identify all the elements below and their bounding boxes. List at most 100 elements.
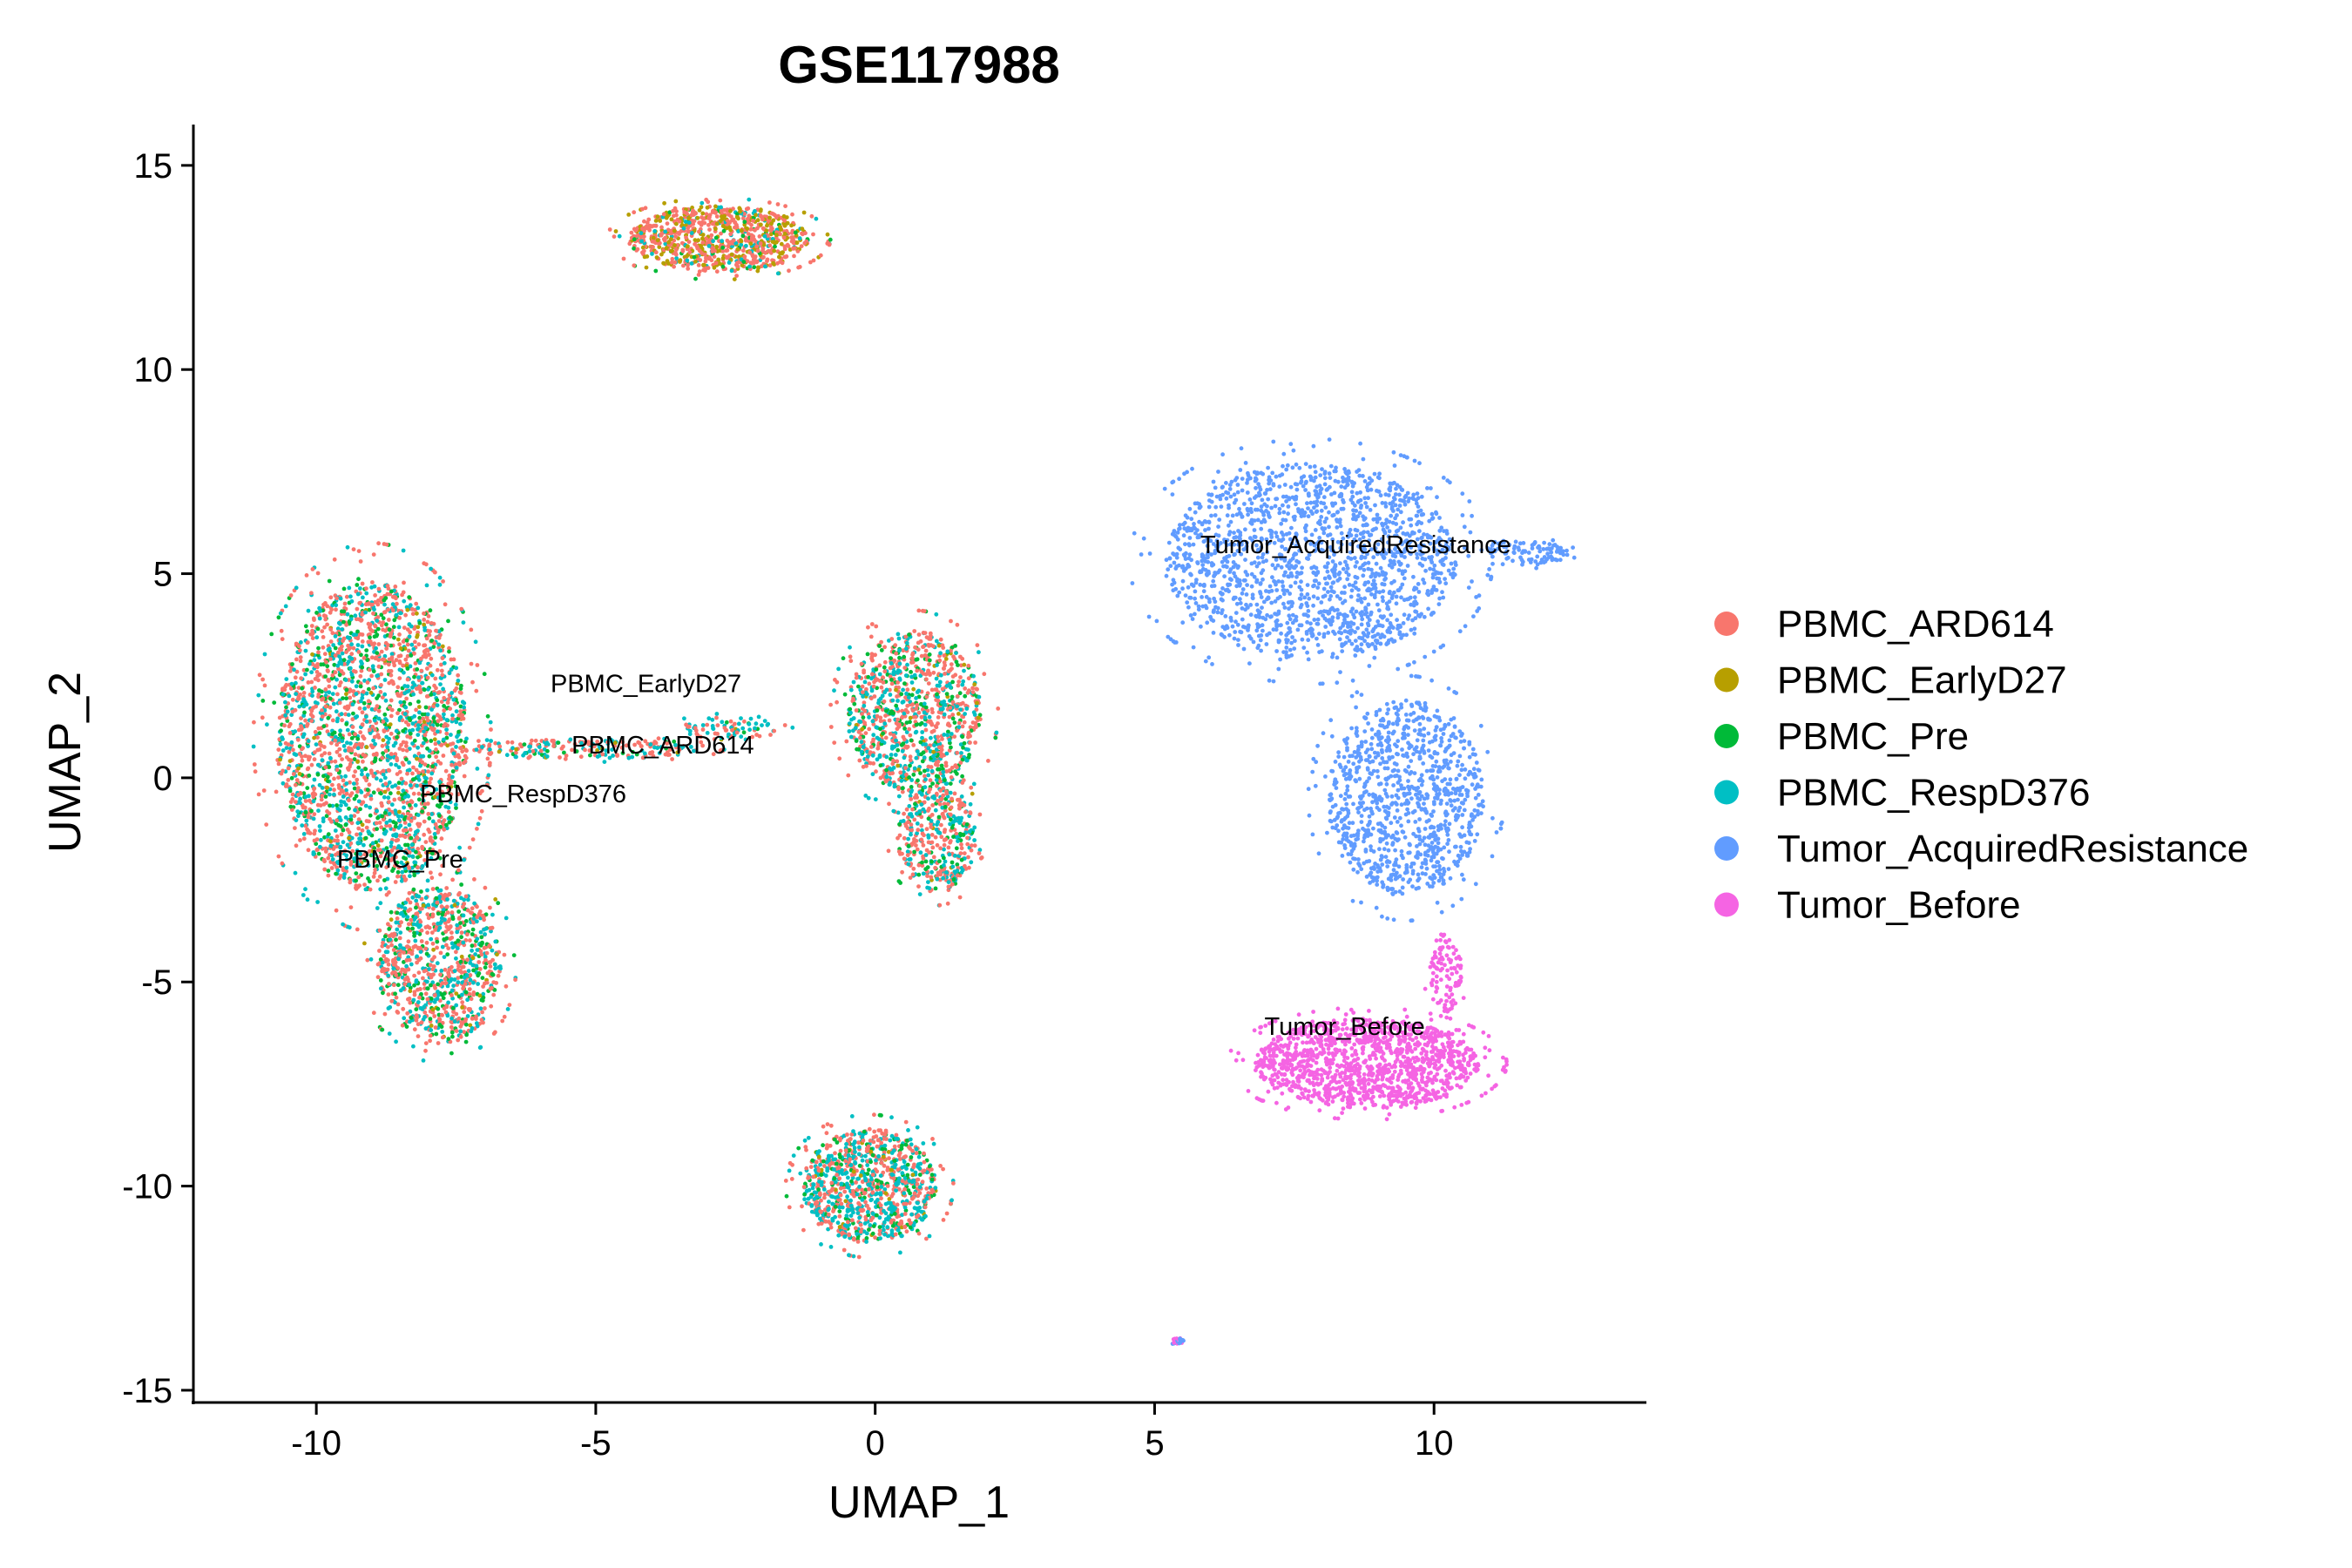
- data-point: [1380, 756, 1385, 760]
- data-point: [1362, 839, 1366, 844]
- data-point: [1437, 596, 1442, 601]
- data-point: [1462, 808, 1467, 813]
- data-point: [392, 663, 397, 668]
- data-point: [1535, 562, 1540, 567]
- data-point: [1368, 881, 1372, 885]
- data-point: [415, 667, 420, 672]
- data-point: [1267, 678, 1272, 683]
- data-point: [1353, 630, 1357, 634]
- data-point: [412, 973, 416, 978]
- data-point: [1378, 493, 1383, 498]
- data-point: [1264, 642, 1269, 646]
- data-point: [673, 234, 678, 239]
- data-point: [960, 724, 965, 729]
- data-point: [792, 253, 796, 259]
- data-point: [429, 771, 435, 776]
- data-point: [406, 648, 411, 653]
- data-point: [1366, 602, 1371, 607]
- data-point: [378, 978, 383, 983]
- data-point: [828, 1245, 834, 1249]
- data-point: [1245, 481, 1249, 485]
- data-point: [1367, 776, 1372, 781]
- data-point: [1227, 487, 1233, 491]
- data-point: [365, 773, 370, 778]
- data-point: [1362, 561, 1368, 566]
- data-point: [293, 675, 298, 680]
- data-point: [837, 1176, 842, 1181]
- data-point: [1414, 749, 1419, 754]
- data-point: [347, 798, 351, 803]
- data-point: [1417, 1084, 1422, 1089]
- data-point: [1168, 564, 1173, 569]
- data-point: [1438, 937, 1443, 943]
- data-point: [900, 1171, 905, 1176]
- data-point: [1359, 1101, 1364, 1105]
- data-point: [1369, 844, 1373, 849]
- data-point: [910, 807, 915, 812]
- data-point: [811, 232, 815, 237]
- data-point: [314, 670, 320, 674]
- data-point: [436, 992, 441, 997]
- data-point: [375, 975, 381, 980]
- data-point: [1357, 635, 1362, 640]
- data-point: [869, 672, 875, 677]
- data-point: [395, 1010, 400, 1014]
- data-point: [837, 1213, 842, 1219]
- data-point: [1409, 796, 1414, 801]
- data-point: [1415, 738, 1420, 743]
- data-point: [1354, 509, 1359, 513]
- data-point: [389, 802, 395, 808]
- data-point: [1463, 624, 1468, 629]
- data-point: [311, 799, 316, 804]
- data-point: [1429, 678, 1434, 683]
- data-point: [264, 822, 269, 827]
- data-point: [970, 791, 975, 796]
- data-point: [1473, 882, 1478, 887]
- data-point: [1274, 649, 1279, 653]
- data-point: [251, 744, 256, 749]
- data-point: [1421, 716, 1426, 720]
- data-point: [451, 697, 456, 702]
- data-point: [1254, 543, 1259, 548]
- data-point: [1335, 615, 1341, 620]
- data-point: [309, 670, 314, 675]
- data-point: [1362, 1072, 1367, 1077]
- data-point: [1356, 810, 1361, 814]
- data-point: [1387, 1112, 1392, 1117]
- data-point: [962, 668, 966, 673]
- data-point: [1349, 588, 1355, 593]
- data-point: [1337, 1079, 1342, 1085]
- data-point: [292, 667, 296, 672]
- data-point: [1432, 563, 1437, 568]
- data-point: [389, 731, 394, 736]
- data-point: [1193, 510, 1198, 515]
- data-point: [931, 855, 936, 860]
- data-point: [312, 757, 317, 762]
- data-point: [1450, 971, 1455, 977]
- data-point: [1410, 884, 1415, 889]
- data-point: [1507, 543, 1512, 547]
- data-point: [1367, 588, 1372, 593]
- data-point: [442, 695, 447, 700]
- data-point: [1541, 547, 1546, 551]
- data-point: [388, 791, 393, 796]
- data-point: [443, 967, 448, 972]
- data-point: [695, 215, 700, 220]
- data-point: [1209, 513, 1213, 518]
- data-point: [347, 585, 352, 591]
- data-point: [294, 669, 300, 674]
- data-point: [1385, 711, 1389, 716]
- data-point: [1396, 1074, 1401, 1079]
- data-point: [423, 705, 429, 710]
- data-point: [1216, 605, 1220, 611]
- data-point: [929, 729, 935, 734]
- data-point: [1416, 582, 1421, 586]
- data-point: [482, 672, 487, 677]
- data-point: [1312, 1024, 1316, 1028]
- data-point: [381, 738, 386, 742]
- data-point: [348, 695, 353, 700]
- data-point: [1224, 481, 1228, 485]
- data-point: [446, 618, 450, 624]
- data-point: [1385, 606, 1390, 611]
- data-point: [454, 745, 458, 749]
